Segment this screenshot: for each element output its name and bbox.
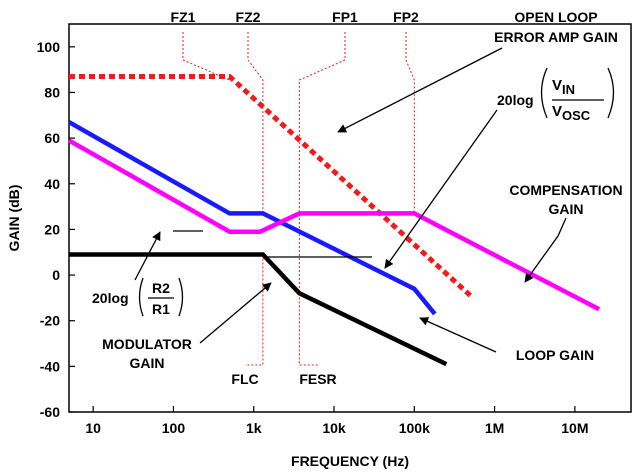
series-open-loop xyxy=(69,74,473,298)
marker-line-fp2 xyxy=(405,32,415,214)
y-tick-label: 100 xyxy=(37,39,61,55)
loop-gain-arrow xyxy=(419,317,497,353)
r2-r1-right-paren xyxy=(178,277,184,317)
compensation-label-line1: COMPENSATION xyxy=(509,182,622,198)
marker-label-flc: FLC xyxy=(231,371,258,387)
series-modulator xyxy=(69,252,448,367)
marker-line-fz2 xyxy=(247,32,264,214)
y-tick-label: -60 xyxy=(40,404,60,420)
x-tick-label: 10k xyxy=(322,420,346,436)
modulator-arrow xyxy=(199,282,272,344)
compensation-arrow xyxy=(524,217,567,283)
marker-line-flc xyxy=(245,254,264,366)
r2-r1-denominator: R1 xyxy=(152,301,170,317)
marker-label-fp1: FP1 xyxy=(332,9,358,25)
series-compensation xyxy=(67,138,601,312)
x-tick-label: 1k xyxy=(246,420,262,436)
vin-vosc-expression: 20log VIN VOSC xyxy=(497,67,615,123)
marker-line-fesr xyxy=(298,293,318,366)
x-tick-label: 10 xyxy=(85,420,101,436)
marker-line-fz1 xyxy=(182,32,231,81)
y-tick-label: 20 xyxy=(44,221,60,237)
modulator-label-line2: GAIN xyxy=(130,355,165,371)
y-tick-label: 80 xyxy=(44,84,60,100)
y-tick-label: -20 xyxy=(40,313,60,329)
x-axis-label: FREQUENCY (Hz) xyxy=(291,453,409,469)
modulator-label-line1: MODULATOR xyxy=(102,336,192,352)
y-axis-label: GAIN (dB) xyxy=(6,185,22,252)
series-lines xyxy=(67,74,601,367)
vin-vosc-left-paren xyxy=(540,67,548,119)
r2-r1-arrow xyxy=(134,231,161,281)
vin-vosc-denominator: VOSC xyxy=(552,103,591,123)
r2-r1-expression: 20log R2 R1 xyxy=(92,277,184,317)
marker-line-fp1 xyxy=(298,32,346,294)
y-tick-label: -40 xyxy=(40,358,60,374)
vin-vosc-numerator: VIN xyxy=(552,77,575,97)
vin-vosc-right-paren xyxy=(607,67,615,119)
r2-r1-left-paren xyxy=(138,277,144,317)
x-tick-label: 10M xyxy=(561,420,588,436)
x-tick-label: 1M xyxy=(485,420,504,436)
open-loop-arrow xyxy=(337,47,503,133)
frequency-markers: FZ1 FZ2 FP1 FP2 FLC FESR xyxy=(171,9,419,387)
r2-r1-prefix: 20log xyxy=(92,290,129,306)
vin-vosc-prefix: 20log xyxy=(497,92,534,108)
marker-label-fz2: FZ2 xyxy=(236,9,261,25)
marker-label-fz1: FZ1 xyxy=(171,9,196,25)
open-loop-label-line2: ERROR AMP GAIN xyxy=(494,29,618,45)
compensation-label-line2: GAIN xyxy=(549,201,584,217)
plot-frame xyxy=(68,23,632,413)
r2-r1-numerator: R2 xyxy=(152,280,170,296)
marker-label-fesr: FESR xyxy=(299,371,336,387)
y-tick-label: 60 xyxy=(44,130,60,146)
marker-label-fp2: FP2 xyxy=(393,9,419,25)
x-tick-label: 100 xyxy=(162,420,186,436)
y-tick-label: 0 xyxy=(52,267,60,283)
vin-vosc-arrow xyxy=(384,109,498,269)
series-loop-gain xyxy=(67,120,437,316)
x-tick-label: 100k xyxy=(399,420,430,436)
loop-gain-label: LOOP GAIN xyxy=(516,347,594,363)
axis-ticks: 10 100 1k 10k 100k 1M 10M 100 80 60 40 20 0 -20 -40 -60 xyxy=(37,39,589,436)
y-tick-label: 40 xyxy=(44,176,60,192)
open-loop-label-line1: OPEN LOOP xyxy=(514,9,597,25)
